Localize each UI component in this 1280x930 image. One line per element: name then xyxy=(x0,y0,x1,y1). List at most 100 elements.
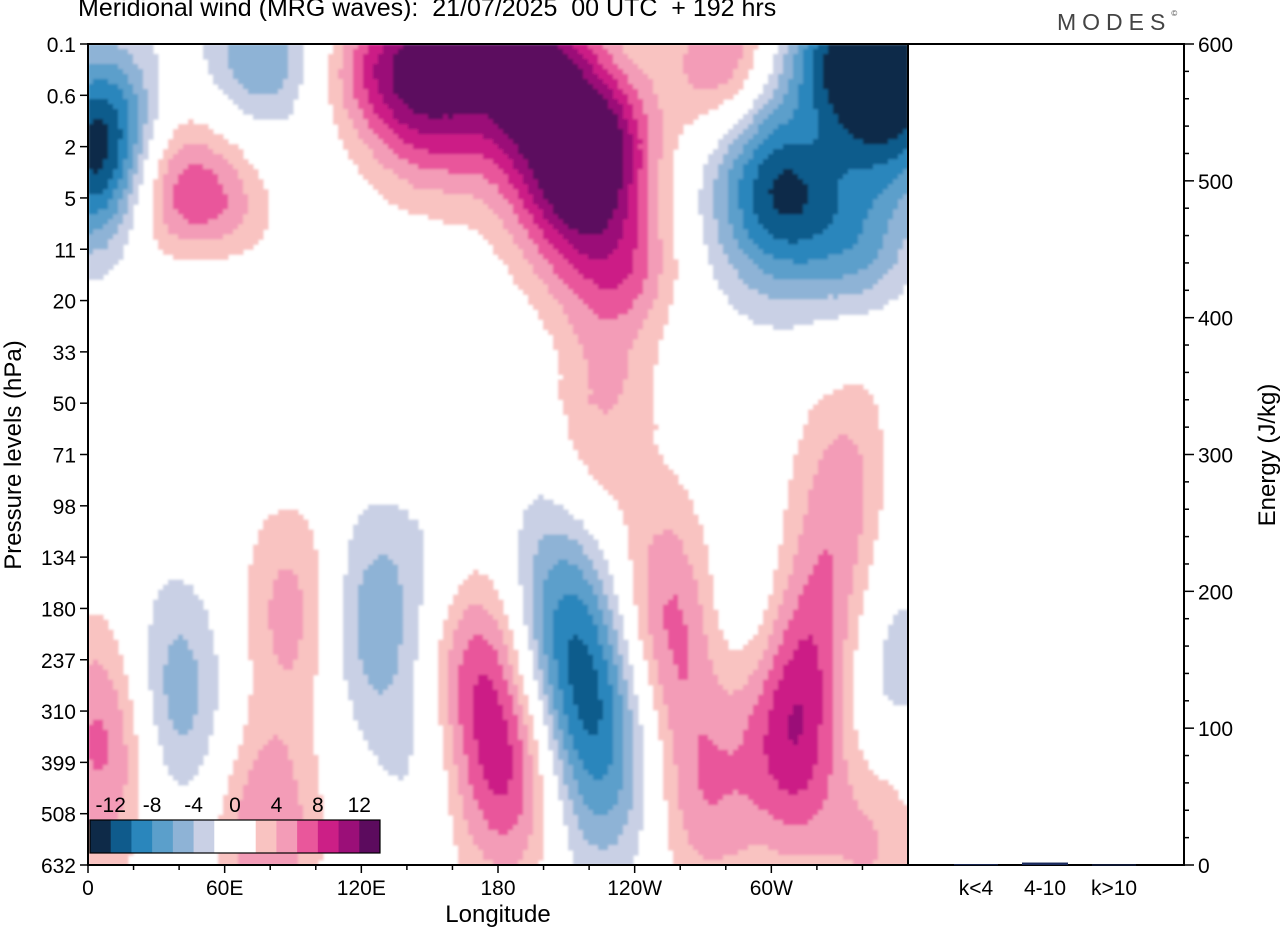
heatmap-cell xyxy=(668,804,679,811)
heatmap-cell xyxy=(563,234,624,240)
heatmap-cell xyxy=(693,844,749,851)
heatmap-cell xyxy=(548,744,559,751)
heatmap-cell xyxy=(548,329,574,335)
heatmap-cell xyxy=(853,789,899,796)
heatmap-cell xyxy=(713,149,729,155)
heatmap-cell xyxy=(688,659,714,666)
heatmap-cell xyxy=(623,144,634,150)
heatmap-cell xyxy=(613,729,624,736)
heatmap-cell xyxy=(613,644,619,651)
heatmap-cell xyxy=(813,639,834,646)
heatmap-cell xyxy=(763,744,819,751)
heatmap-cell xyxy=(518,244,539,250)
heatmap-cell xyxy=(803,589,834,596)
heatmap-cell xyxy=(558,354,584,360)
heatmap-cell xyxy=(88,244,109,250)
heatmap-cell xyxy=(733,124,749,130)
heatmap-cell xyxy=(818,114,839,120)
heatmap-cell xyxy=(823,59,908,65)
heatmap-cell xyxy=(603,484,684,491)
heatmap-cell xyxy=(538,274,559,280)
heatmap-cell xyxy=(108,79,129,85)
heatmap-cell xyxy=(883,689,908,696)
heatmap-cell xyxy=(333,119,354,125)
brand-text: MODES xyxy=(1057,9,1172,35)
heatmap-cell xyxy=(603,614,614,621)
heatmap-cell xyxy=(343,84,354,90)
heatmap-cell xyxy=(888,694,908,701)
heatmap-cell xyxy=(883,639,908,646)
heatmap-cell xyxy=(628,214,639,220)
heatmap-cell xyxy=(583,834,619,841)
heatmap-cell xyxy=(833,709,844,716)
heatmap-cell xyxy=(773,199,809,205)
heatmap-cell xyxy=(603,609,614,616)
heatmap-cell xyxy=(508,269,534,275)
heatmap-cell xyxy=(108,199,119,205)
heatmap-cell xyxy=(648,549,684,556)
heatmap-cell xyxy=(508,659,519,666)
heatmap-cell xyxy=(733,234,749,240)
heatmap-cell xyxy=(553,649,569,656)
heatmap-cell xyxy=(453,814,464,821)
heatmap-cell xyxy=(703,179,714,185)
heatmap-cell xyxy=(253,679,314,686)
heatmap-cell xyxy=(848,629,859,636)
heatmap-cell xyxy=(238,749,259,756)
heatmap-cell xyxy=(533,829,544,836)
heatmap-cell xyxy=(683,614,704,621)
heatmap-cell xyxy=(753,154,769,160)
heatmap-cell xyxy=(638,294,659,300)
heatmap-cell xyxy=(788,489,809,496)
heatmap-cell xyxy=(808,779,829,786)
heatmap-cell xyxy=(698,734,709,741)
heatmap-cell xyxy=(623,669,634,676)
heatmap-cell xyxy=(518,699,529,706)
heatmap-cell xyxy=(343,619,359,626)
heatmap-cell xyxy=(298,579,319,586)
heatmap-cell xyxy=(528,839,544,846)
heatmap-cell xyxy=(898,609,908,616)
heatmap-cell xyxy=(343,89,354,95)
heatmap-cell xyxy=(743,49,754,55)
heatmap-cell xyxy=(473,784,489,791)
heatmap-cell xyxy=(718,279,744,285)
heatmap-cell xyxy=(593,84,609,90)
heatmap-cell xyxy=(608,104,624,110)
heatmap-cell xyxy=(98,169,114,175)
heatmap-cell xyxy=(503,219,519,225)
heatmap-cell xyxy=(383,44,404,50)
heatmap-cell xyxy=(148,644,169,651)
heatmap-cell xyxy=(243,739,269,746)
heatmap-cell xyxy=(743,644,769,651)
heatmap-cell xyxy=(728,194,739,200)
heatmap-cell xyxy=(473,714,504,721)
heatmap-cell xyxy=(608,99,619,105)
heatmap-cell xyxy=(473,634,484,641)
heatmap-cell xyxy=(683,549,709,556)
heatmap-cell xyxy=(453,759,469,766)
heatmap-cell xyxy=(168,164,189,170)
heatmap-cell xyxy=(588,394,619,401)
heatmap-cell xyxy=(543,639,554,646)
heatmap-cell xyxy=(868,264,894,270)
heatmap-cell xyxy=(648,249,664,255)
heatmap-cell xyxy=(93,719,104,726)
heatmap-cell xyxy=(88,204,109,210)
heatmap-cell xyxy=(468,644,494,651)
heatmap-cell xyxy=(533,799,544,806)
heatmap-cell xyxy=(608,659,614,666)
heatmap-cell xyxy=(258,754,289,761)
heatmap-cell xyxy=(363,59,379,65)
heatmap-cell xyxy=(343,589,359,596)
heatmap-cell xyxy=(168,699,199,706)
heatmap-cell xyxy=(518,859,539,865)
heatmap-cell xyxy=(448,719,459,726)
heatmap-cell xyxy=(703,219,719,225)
heatmap-cell xyxy=(103,764,129,771)
heatmap-cell xyxy=(558,674,569,681)
heatmap-cell xyxy=(543,719,554,726)
heatmap-cell xyxy=(558,349,584,355)
heatmap-cell xyxy=(253,559,319,566)
heatmap-cell xyxy=(823,394,874,401)
